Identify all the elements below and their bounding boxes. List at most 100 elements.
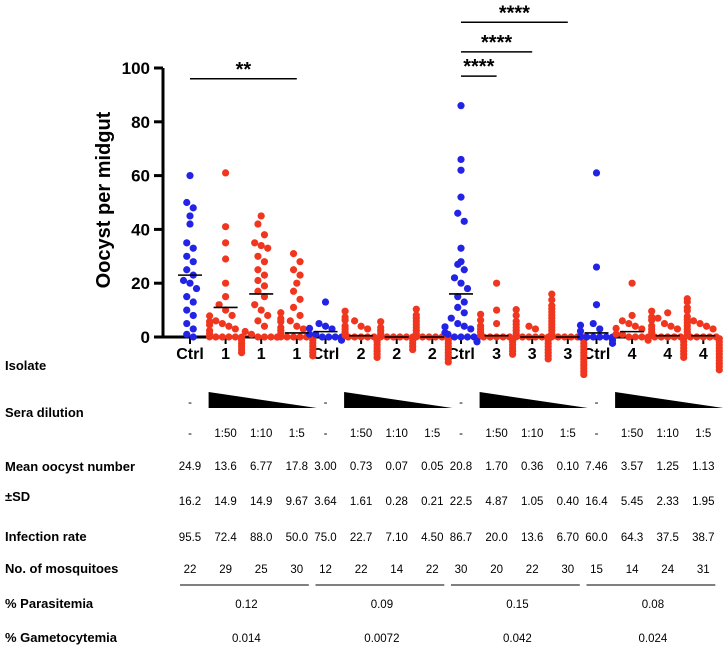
row-label-infection-rate: Infection rate — [5, 529, 87, 544]
data-point — [183, 319, 191, 328]
dilution-cell: 1:10 — [250, 428, 272, 440]
data-point — [254, 333, 262, 341]
data-point — [618, 317, 626, 325]
data-point — [673, 325, 682, 333]
data-point — [206, 312, 214, 320]
infection-rate-cell: 13.6 — [521, 532, 543, 544]
data-point — [296, 311, 304, 320]
data-point — [189, 325, 197, 333]
data-point — [305, 324, 314, 332]
dilution-cell: 1:50 — [621, 428, 643, 440]
data-point — [267, 333, 275, 341]
data-point — [457, 102, 465, 110]
x-tick-label: Ctrl — [176, 346, 204, 363]
data-point — [186, 212, 194, 220]
significance-brackets: ** ************ — [190, 2, 568, 81]
data-point — [480, 333, 488, 341]
data-point — [683, 307, 691, 315]
data-point — [341, 307, 349, 315]
data-point — [596, 333, 604, 341]
sd-cell: 1.95 — [692, 496, 714, 508]
data-point — [189, 258, 197, 266]
data-point — [664, 333, 672, 341]
mosquito-count-cell: 14 — [390, 564, 403, 576]
data-point — [477, 316, 485, 324]
dilution-cell: 1:5 — [424, 428, 440, 440]
data-point — [341, 316, 349, 324]
data-point — [309, 352, 317, 360]
data-point — [189, 204, 197, 212]
data-point — [222, 293, 230, 301]
sd-cell: 14.9 — [214, 496, 236, 508]
data-point — [693, 333, 701, 341]
data-point — [576, 333, 585, 341]
mosquito-count-cell: 31 — [697, 564, 710, 576]
data-point — [699, 333, 707, 341]
row-label-isolate: Isolate — [5, 358, 46, 373]
data-point — [206, 333, 214, 341]
data-point — [450, 274, 459, 282]
data-point — [260, 271, 269, 279]
x-tick-label: 2 — [392, 346, 401, 363]
mean-oocyst-cell: 1.13 — [692, 461, 714, 473]
data-point — [189, 244, 197, 252]
data-point — [260, 293, 269, 301]
data-point — [289, 333, 298, 341]
data-point — [183, 198, 191, 207]
mosquito-count-cell: 20 — [490, 564, 503, 576]
gametocytemia-cell: 0.024 — [639, 633, 668, 645]
dilution-cell: 1:50 — [485, 428, 507, 440]
data-point — [454, 303, 462, 312]
data-point — [709, 325, 717, 333]
data-point — [186, 279, 194, 287]
x-tick-label: Ctrl — [583, 346, 611, 363]
data-point — [222, 306, 230, 314]
data-point — [257, 212, 265, 220]
y-axis: 0 20 40 60 80 100 — [122, 59, 165, 347]
data-point — [463, 333, 472, 341]
data-point — [618, 330, 626, 338]
data-point — [189, 298, 197, 306]
data-point — [225, 322, 233, 330]
data-point — [364, 325, 372, 333]
data-point — [412, 333, 420, 341]
x-tick-label: 1 — [221, 346, 230, 363]
sd-cell: 1.05 — [521, 496, 543, 508]
data-point — [254, 252, 262, 260]
data-point — [644, 336, 652, 344]
sd-cell: 0.21 — [421, 496, 443, 508]
dilution-cell: - — [595, 428, 599, 440]
mosquito-count-cell: 12 — [319, 564, 332, 576]
y-tick-label: 0 — [141, 328, 150, 347]
mosquito-count-cell: 30 — [455, 564, 468, 576]
mean-oocyst-cell: 13.6 — [214, 461, 236, 473]
data-point — [222, 223, 230, 231]
data-point — [625, 333, 633, 341]
data-point — [260, 282, 269, 290]
data-point — [525, 322, 533, 330]
data-point — [576, 327, 585, 335]
y-tick-label: 40 — [131, 220, 150, 239]
y-tick-label: 80 — [131, 113, 150, 132]
x-axis: Ctrl 1 1 1 Ctrl 2 2 2 Ctrl 3 3 3 Ctrl 4 4 4 — [163, 335, 718, 363]
data-point — [286, 317, 294, 325]
mean-oocyst-cell: 20.8 — [450, 461, 472, 473]
data-point — [592, 301, 601, 309]
mean-oocyst-cell: 3.00 — [314, 461, 336, 473]
data-point — [508, 350, 517, 358]
data-point — [318, 333, 326, 341]
mosquito-count-cell: 22 — [355, 564, 368, 576]
mosquito-count-cell: 22 — [526, 564, 539, 576]
mean-oocyst-cell: 17.8 — [286, 461, 308, 473]
data-point — [589, 333, 597, 341]
data-point — [457, 333, 465, 341]
data-point — [289, 250, 298, 258]
data-point — [493, 306, 501, 314]
row-label-mean-oocyst: Mean oocyst number — [5, 459, 135, 474]
data-point — [264, 244, 272, 252]
data-point — [357, 322, 365, 330]
data-point — [238, 349, 246, 357]
data-point — [321, 298, 330, 306]
data-point — [183, 293, 191, 301]
data-point — [321, 322, 330, 330]
